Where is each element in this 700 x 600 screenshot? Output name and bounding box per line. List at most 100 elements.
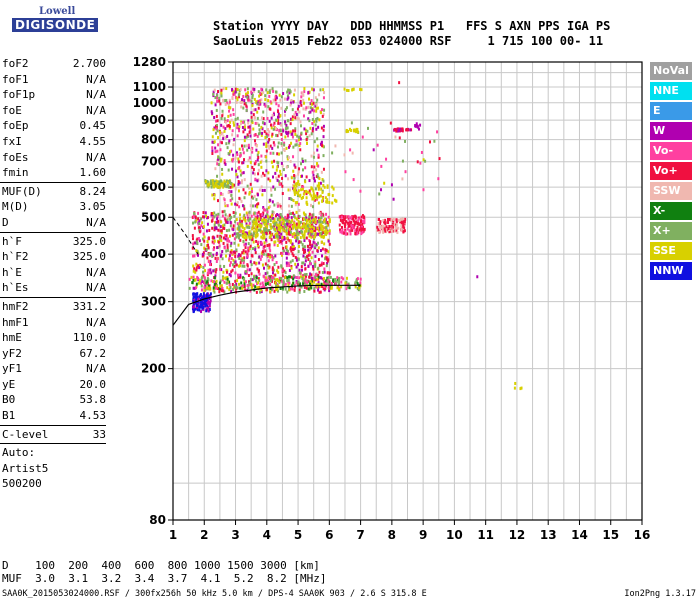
echo-point [267,128,270,132]
echo-point [246,91,249,95]
echo-point [321,114,324,118]
echo-point [217,89,220,93]
echo-point [286,94,289,98]
echo-point [313,140,316,144]
param-group-4: hmF2 331.2 hmF1 N/A hmE 110.0 yF2 67.2 yF1 N/… [0,299,110,424]
echo-point [266,212,269,216]
echo-point [384,225,387,229]
echo-point [259,282,262,286]
echo-point [276,160,279,164]
legend-item: X- [650,202,692,220]
echo-point [233,137,236,141]
echo-point [209,252,212,256]
echo-point [318,93,321,97]
echo-point [325,228,328,232]
echo-point [218,96,221,100]
echo-point [252,171,255,175]
echo-point [207,246,210,250]
echo-point [286,222,289,226]
echo-point [318,290,321,294]
echo-point [359,281,362,285]
echo-point [310,99,313,103]
echo-point [295,281,298,285]
echo-point [223,201,226,205]
echo-point [271,210,274,214]
legend-item: NoVal [650,62,692,80]
echo-point [347,282,350,286]
echo-point [279,286,282,290]
echo-point [195,268,198,272]
echo-point [350,226,353,230]
echo-point [244,233,247,237]
echo-point [216,159,219,163]
echo-point [317,153,320,157]
echo-point [269,287,272,291]
echo-point [284,276,287,280]
echo-point [260,224,263,228]
echo-point [278,180,281,184]
echo-point [300,196,303,200]
echo-point [313,289,316,293]
echo-point [198,222,201,226]
echo-point [380,164,383,168]
echo-point [238,264,241,268]
echo-point [261,131,264,135]
echo-point [356,277,359,281]
echo-point [229,185,232,189]
echo-point [272,268,275,272]
echo-point [294,203,297,207]
echo-point [302,107,305,111]
echo-point [291,218,294,222]
echo-point [254,160,257,164]
echo-point [399,220,402,224]
echo-point [265,219,268,223]
echo-point [226,248,229,252]
echo-point [258,217,261,221]
echo-point [295,210,298,214]
echo-point [327,285,330,289]
echo-point [316,277,319,281]
echo-point [263,286,266,290]
echo-point [303,213,306,217]
param-row: foEs N/A [0,150,110,166]
echo-point [282,283,285,287]
echo-point [287,131,290,135]
echo-point [404,139,407,143]
echo-point [232,228,235,232]
echo-point [261,233,264,237]
echo-point [284,215,287,219]
echo-point [253,87,256,91]
param-value: N/A [86,265,106,279]
echo-point [248,156,251,160]
echo-point [417,127,420,131]
echo-point [328,229,331,233]
echo-point [243,178,246,182]
echo-point [363,217,366,221]
echo-point [321,144,324,148]
echo-point [293,176,296,180]
echo-point [253,172,256,176]
echo-point [345,232,348,236]
echo-point [285,126,288,130]
echo-point [302,275,305,279]
echo-point [239,153,242,157]
echo-point [384,229,387,233]
echo-point [328,285,331,289]
echo-point [252,113,255,117]
echo-point [276,118,279,122]
echo-point [203,235,206,239]
echo-point [321,254,324,258]
echo-point [317,232,320,236]
echo-point [279,172,282,176]
echo-point [292,281,295,285]
echo-point [281,217,284,221]
echo-point [228,100,231,104]
echo-point [234,211,237,215]
echo-point [216,257,219,261]
echo-point [263,275,266,279]
echo-point [235,282,238,286]
echo-point [303,90,306,94]
echo-point [265,159,268,163]
echo-point [246,184,249,188]
echo-point [308,134,311,138]
